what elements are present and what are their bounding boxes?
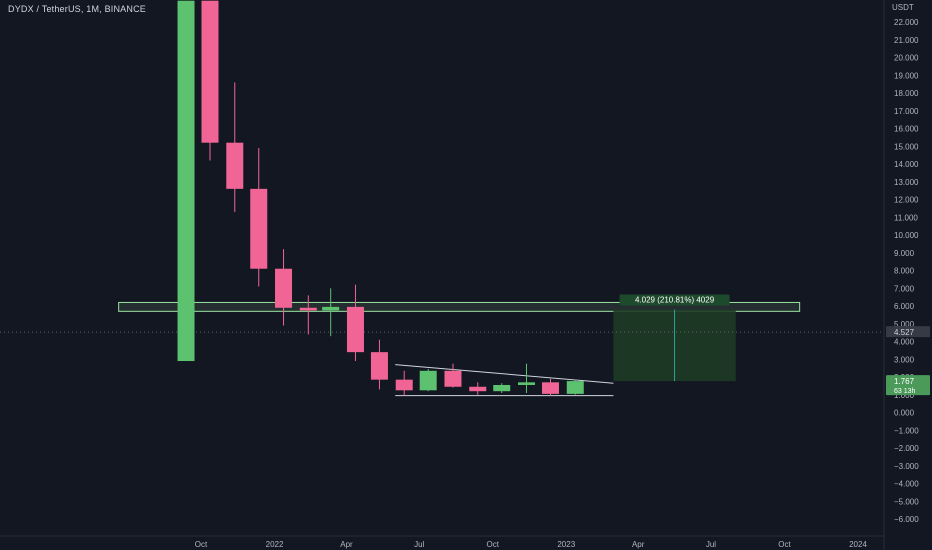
y-tick-label: 11.000 xyxy=(894,213,918,222)
y-tick-label: −1.000 xyxy=(894,426,919,435)
candle-body xyxy=(395,379,413,391)
y-tick-label: 13.000 xyxy=(894,178,919,187)
x-tick-label: Jul xyxy=(706,540,716,549)
axis-unit-label: USDT xyxy=(892,3,914,12)
x-tick-label: Oct xyxy=(195,540,208,549)
y-tick-label: 8.000 xyxy=(894,267,915,276)
candle-body xyxy=(518,382,536,385)
candle-body xyxy=(226,142,244,189)
candle-body xyxy=(346,306,364,353)
crosshair-price-bg xyxy=(886,326,930,338)
y-tick-label: 7.000 xyxy=(894,284,915,293)
bar-countdown-label: 63 13h xyxy=(894,388,916,395)
x-tick-label: Oct xyxy=(487,540,500,549)
y-tick-label: 6.000 xyxy=(894,302,915,311)
x-tick-label: 2023 xyxy=(557,540,575,549)
y-tick-label: 18.000 xyxy=(894,89,919,98)
x-tick-label: Apr xyxy=(340,540,353,549)
y-tick-label: 20.000 xyxy=(894,54,919,63)
x-tick-label: Apr xyxy=(632,540,645,549)
y-tick-label: 0.000 xyxy=(894,409,915,418)
candle-body xyxy=(493,384,511,392)
current-price-label: 1.767 xyxy=(894,377,915,386)
y-tick-label: −3.000 xyxy=(894,462,919,471)
candle-body xyxy=(250,188,268,269)
y-tick-label: −2.000 xyxy=(894,444,919,453)
candle-body xyxy=(469,386,487,392)
y-tick-label: 16.000 xyxy=(894,125,919,134)
chart-title: DYDX / TetherUS, 1M, BINANCE xyxy=(8,4,146,14)
candle-body xyxy=(444,370,462,387)
x-tick-label: Oct xyxy=(778,540,791,549)
y-tick-label: 22.000 xyxy=(894,18,919,27)
y-tick-label: 21.000 xyxy=(894,36,919,45)
target-label-bg xyxy=(619,294,730,306)
y-tick-label: 12.000 xyxy=(894,196,919,205)
x-tick-label: 2022 xyxy=(266,540,284,549)
y-tick-label: 3.000 xyxy=(894,355,915,364)
trendline xyxy=(395,364,614,384)
y-tick-label: 9.000 xyxy=(894,249,915,258)
candle-body xyxy=(419,370,437,391)
candle-body xyxy=(177,0,195,362)
x-tick-label: 2024 xyxy=(849,540,867,549)
candle-body xyxy=(322,306,340,311)
y-tick-label: 17.000 xyxy=(894,107,919,116)
y-tick-label: −5.000 xyxy=(894,497,919,506)
y-tick-label: 15.000 xyxy=(894,142,919,151)
candle-body xyxy=(566,381,584,394)
y-tick-label: −6.000 xyxy=(894,515,919,524)
y-tick-label: 10.000 xyxy=(894,231,919,240)
support-zone xyxy=(118,301,801,312)
candle-body xyxy=(275,268,293,308)
candle-body xyxy=(299,307,317,311)
candle-body xyxy=(370,352,388,380)
target-range-label: 4.029 (210.81%) 4029 xyxy=(635,296,715,305)
crosshair-price-label: 4.527 xyxy=(894,328,915,337)
candle-body xyxy=(541,382,559,394)
y-tick-label: −4.000 xyxy=(894,480,919,489)
y-tick-label: 1.000 xyxy=(894,391,915,400)
y-tick-label: 5.000 xyxy=(894,320,915,329)
y-tick-label: 14.000 xyxy=(894,160,919,169)
candle-body xyxy=(201,0,219,143)
x-tick-label: Jul xyxy=(414,540,424,549)
y-tick-label: 4.000 xyxy=(894,338,915,347)
current-price-bg xyxy=(886,375,930,396)
y-tick-label: 19.000 xyxy=(894,71,919,80)
